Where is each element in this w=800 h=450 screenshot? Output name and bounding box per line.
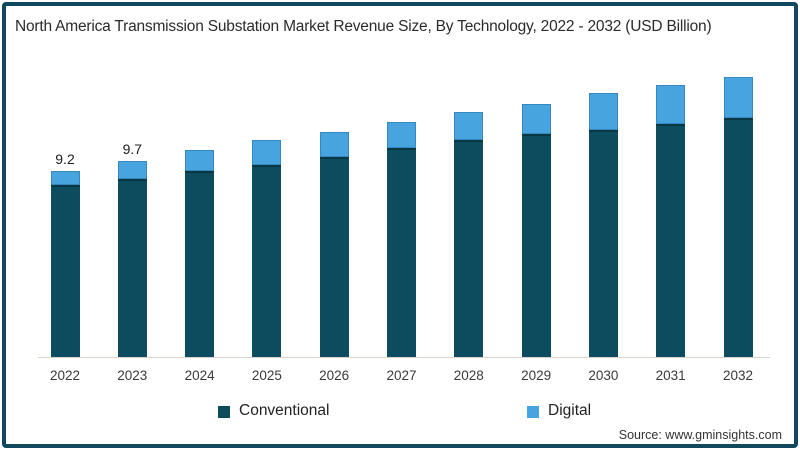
segment-digital-2030 xyxy=(588,93,618,131)
legend-label-digital: Digital xyxy=(548,402,592,419)
x-axis-label-2024: 2024 xyxy=(184,368,215,383)
bar-2031 xyxy=(656,85,686,358)
bar-2024 xyxy=(185,150,215,358)
bar-value-label-2022: 9.2 xyxy=(55,150,75,167)
x-axis-label-2031: 2031 xyxy=(655,368,686,383)
bar-2032 xyxy=(723,77,753,358)
x-axis-label-2032: 2032 xyxy=(722,368,754,383)
segment-digital-2031 xyxy=(656,85,686,124)
bar-2029 xyxy=(521,103,551,358)
segment-conventional-2029 xyxy=(521,134,551,358)
x-axis-label-2023: 2023 xyxy=(117,368,148,383)
segment-conventional-2022 xyxy=(50,185,80,358)
x-axis-label-2027: 2027 xyxy=(386,368,417,383)
segment-digital-2028 xyxy=(454,111,484,141)
bar-value-label-2023: 9.7 xyxy=(122,140,143,157)
segment-conventional-2032 xyxy=(723,117,753,358)
segment-conventional-2030 xyxy=(588,130,618,358)
segment-digital-2022 xyxy=(50,170,80,186)
legend-label-conventional: Conventional xyxy=(239,402,330,419)
segment-conventional-2023 xyxy=(117,178,147,358)
x-axis-label-2030: 2030 xyxy=(588,368,619,383)
x-axis-label-2028: 2028 xyxy=(453,368,484,383)
segment-digital-2024 xyxy=(185,150,215,171)
bar-2028 xyxy=(454,111,484,358)
x-axis-label-2022: 2022 xyxy=(49,368,81,383)
segment-conventional-2027 xyxy=(387,148,416,358)
x-axis-label-2026: 2026 xyxy=(319,368,350,383)
source-text: Source: www.gminsights.com xyxy=(618,428,782,442)
segment-digital-2029 xyxy=(521,103,551,135)
legend-item-conventional: Conventional xyxy=(218,402,329,420)
bar-2022 xyxy=(50,170,80,358)
bar-2026 xyxy=(319,132,349,358)
segment-conventional-2025 xyxy=(252,164,282,358)
segment-digital-2027 xyxy=(387,121,416,149)
x-axis-label-2025: 2025 xyxy=(251,368,282,383)
chart-title: North America Transmission Substation Ma… xyxy=(15,18,712,35)
segment-conventional-2026 xyxy=(319,156,349,358)
x-axis-label-2029: 2029 xyxy=(521,368,552,383)
segment-conventional-2028 xyxy=(454,140,484,358)
digital-color-swatch xyxy=(527,405,539,418)
bar-2027 xyxy=(387,121,416,358)
x-axis-line xyxy=(38,357,770,358)
segment-digital-2026 xyxy=(319,132,349,157)
segment-conventional-2024 xyxy=(185,170,215,358)
segment-digital-2023 xyxy=(117,160,147,179)
bar-2023 xyxy=(117,160,147,358)
segment-digital-2025 xyxy=(252,140,282,165)
segment-conventional-2031 xyxy=(656,123,686,358)
bar-2030 xyxy=(588,93,618,358)
conventional-color-swatch xyxy=(218,405,230,418)
legend-item-digital: Digital xyxy=(527,402,591,420)
bar-2025 xyxy=(252,140,282,358)
segment-digital-2032 xyxy=(723,77,753,118)
